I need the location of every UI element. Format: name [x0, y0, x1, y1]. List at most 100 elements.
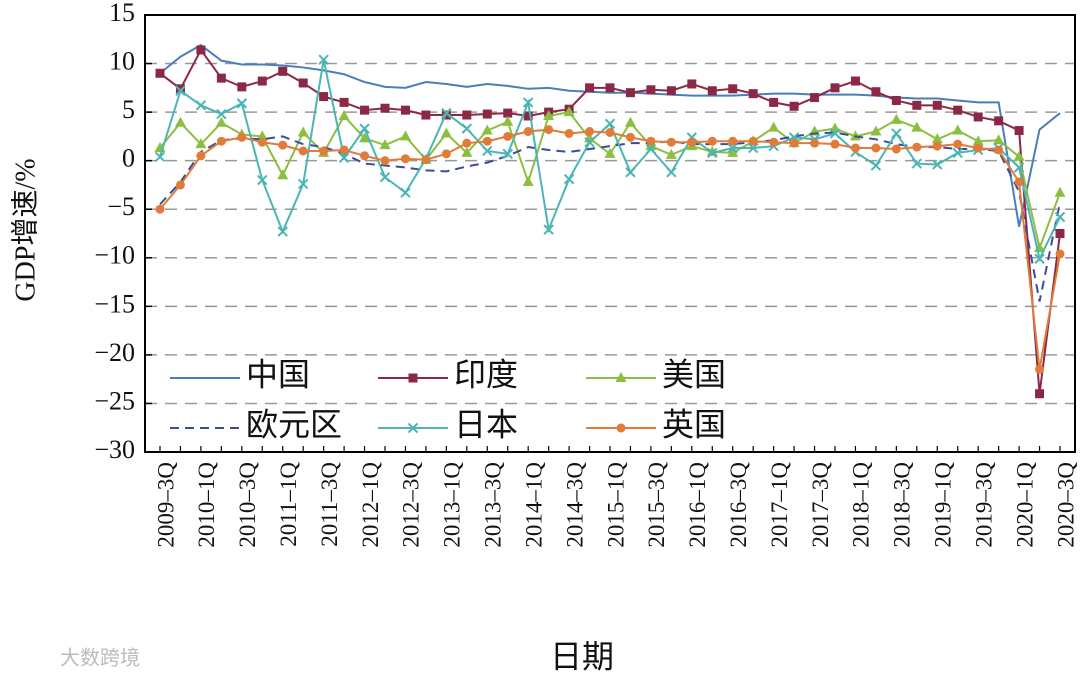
x-tick-label: 2015–3Q [644, 462, 669, 548]
marker [728, 136, 738, 146]
marker [830, 139, 840, 149]
legend-label: 美国 [662, 356, 726, 392]
marker [706, 145, 718, 156]
marker [666, 167, 677, 178]
marker [932, 159, 943, 170]
marker [646, 136, 656, 146]
marker [461, 146, 473, 157]
watermark: 大数跨境 [60, 647, 140, 670]
marker [810, 138, 820, 148]
y-tick-label: 5 [122, 95, 135, 124]
marker [625, 132, 635, 142]
marker [912, 142, 922, 152]
x-tick-label: 2019–1Q [931, 462, 956, 548]
x-tick-label: 2017–1Q [767, 462, 792, 548]
marker [850, 76, 860, 86]
marker [687, 137, 697, 147]
marker [360, 105, 370, 115]
marker [359, 132, 371, 143]
marker [175, 85, 186, 96]
marker [278, 66, 288, 76]
y-tick-label: −30 [94, 435, 135, 464]
marker [502, 148, 513, 160]
marker [408, 373, 418, 383]
x-tick-label: 2009–3Q [153, 462, 178, 548]
marker [482, 145, 493, 157]
marker [298, 78, 308, 88]
x-tick-label: 2013–1Q [440, 462, 465, 548]
marker [523, 127, 533, 137]
marker [768, 121, 780, 132]
x-tick-label: 2013–3Q [481, 462, 506, 548]
marker [829, 122, 841, 133]
marker [1035, 364, 1045, 374]
marker [544, 125, 554, 135]
marker [216, 108, 227, 120]
marker [727, 146, 739, 157]
x-tick-label: 2018–1Q [849, 462, 874, 548]
marker [360, 151, 370, 161]
marker [155, 204, 165, 214]
marker [339, 145, 349, 155]
x-tick-label: 2012–1Q [358, 462, 383, 548]
legend-label: 印度 [454, 356, 518, 392]
marker [543, 109, 555, 120]
marker [196, 151, 206, 161]
marker [1034, 253, 1045, 264]
marker [257, 174, 268, 186]
y-tick-label: −15 [94, 289, 135, 318]
marker [993, 134, 1005, 145]
marker [318, 54, 329, 65]
marker [769, 137, 779, 147]
marker [277, 169, 289, 180]
x-axis-label: 日期 [550, 638, 614, 674]
marker [216, 136, 226, 146]
marker [338, 109, 350, 120]
marker [215, 116, 227, 127]
x-tick-label: 2016–3Q [726, 462, 751, 548]
marker [564, 128, 574, 138]
marker [257, 137, 267, 147]
marker [441, 107, 452, 119]
x-tick-label: 2019–3Q [971, 462, 996, 548]
marker [810, 93, 820, 103]
marker [523, 111, 533, 121]
marker [256, 130, 268, 141]
marker [441, 149, 451, 159]
marker [666, 86, 676, 96]
marker [563, 106, 575, 117]
y-tick-label: −10 [94, 241, 135, 270]
marker [338, 152, 350, 163]
marker [624, 116, 636, 127]
x-tick-label: 2020–1Q [1012, 462, 1037, 548]
marker [707, 136, 717, 146]
x-tick-label: 2020–3Q [1053, 462, 1078, 548]
y-tick-label: 15 [109, 0, 135, 27]
marker [1014, 177, 1024, 187]
marker [481, 124, 493, 135]
marker [891, 95, 901, 105]
marker [407, 422, 419, 434]
x-tick-label: 2014–1Q [521, 462, 546, 548]
y-axis-label: GDP增速/% [9, 158, 41, 301]
marker [257, 76, 267, 86]
marker [748, 89, 758, 99]
marker [911, 158, 923, 169]
marker [789, 138, 799, 148]
y-tick-label: −25 [94, 386, 135, 415]
marker [604, 118, 616, 129]
x-tick-label: 2011–1Q [276, 462, 301, 547]
marker [482, 109, 492, 119]
marker [563, 173, 575, 185]
marker [789, 101, 799, 111]
marker [1013, 162, 1025, 173]
marker [400, 154, 410, 164]
marker [1054, 211, 1066, 223]
marker [502, 115, 514, 126]
marker [931, 133, 943, 144]
marker [646, 85, 656, 95]
marker [891, 144, 901, 154]
y-tick-label: −5 [107, 192, 135, 221]
marker [543, 224, 554, 235]
marker [400, 105, 410, 115]
